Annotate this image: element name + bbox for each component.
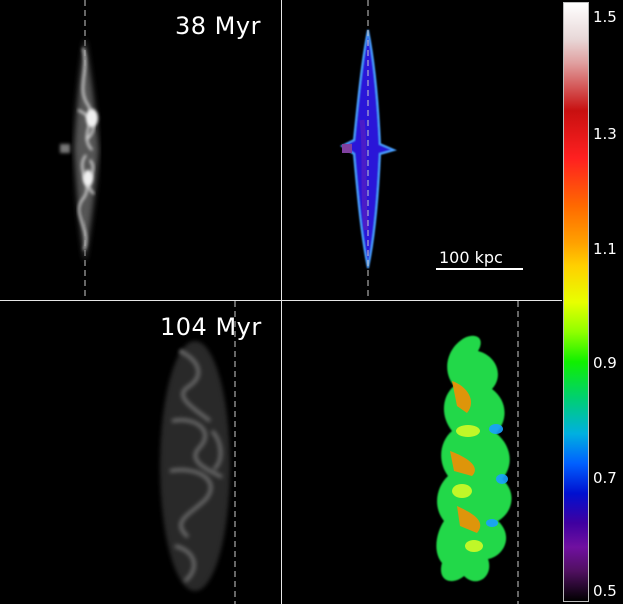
colormap-jet-early [340, 0, 397, 300]
panel-density-early: 38 Myr [0, 0, 281, 300]
panel-colormap-early: 100 kpc [282, 0, 562, 300]
vertical-divider [281, 0, 282, 604]
colorbar-tick: 0.7 [593, 469, 617, 487]
colorbar [563, 2, 589, 602]
colorbar-tick: 1.1 [593, 240, 617, 258]
colormap-jet-late [436, 301, 519, 604]
colorbar-tick: 0.5 [593, 582, 617, 600]
scale-bar [436, 268, 523, 270]
density-jet-late [160, 301, 236, 604]
colorbar-tick: 0.9 [593, 354, 617, 372]
time-label-late: 104 Myr [160, 313, 262, 341]
panel-density-late: 104 Myr [0, 301, 281, 604]
density-jet-early [60, 0, 99, 300]
colorbar-tick: 1.3 [593, 125, 617, 143]
panel-colormap-late [282, 301, 562, 604]
time-label-early: 38 Myr [175, 12, 261, 40]
colorbar-tick: 1.5 [593, 8, 617, 26]
scale-bar-label: 100 kpc [439, 248, 503, 267]
